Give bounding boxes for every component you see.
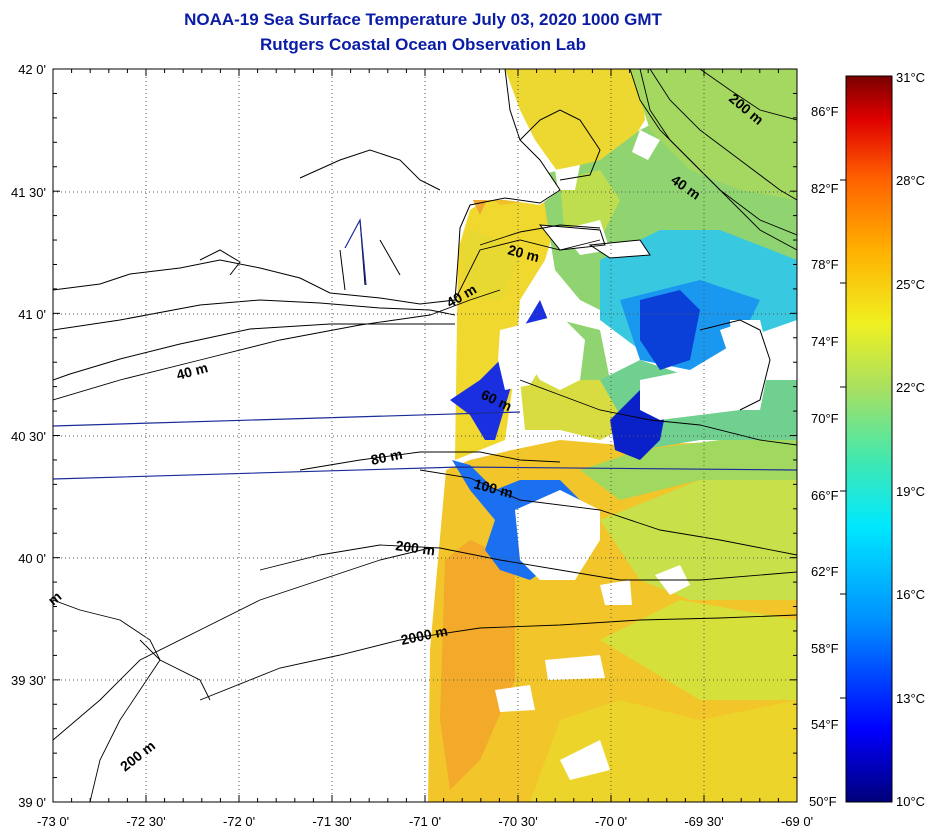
celsius-label: 31°C <box>896 70 925 85</box>
lon-label: -71 0' <box>409 814 441 829</box>
lon-label: -73 0' <box>37 814 69 829</box>
lon-label: -71 30' <box>312 814 351 829</box>
fahrenheit-label: 58°F <box>811 641 839 656</box>
sst-field <box>53 69 797 802</box>
fahrenheit-label: 50°F <box>809 794 837 809</box>
fahrenheit-label: 78°F <box>811 257 839 272</box>
map-frame <box>52 68 798 803</box>
lat-label: 40 0' <box>18 551 46 566</box>
celsius-label: 13°C <box>896 691 925 706</box>
fahrenheit-label: 54°F <box>811 717 839 732</box>
fahrenheit-label: 66°F <box>811 488 839 503</box>
isobath-label: 200 m <box>117 737 158 774</box>
fahrenheit-label: 74°F <box>811 334 839 349</box>
lat-label: 39 0' <box>18 795 46 810</box>
fahrenheit-label: 70°F <box>811 411 839 426</box>
lon-label: -72 30' <box>126 814 165 829</box>
lon-label: -69 0' <box>781 814 813 829</box>
latitude-labels: 42 0' 41 30' 41 0' 40 30' 40 0' 39 30' 3… <box>11 62 46 810</box>
lon-label: -70 0' <box>595 814 627 829</box>
celsius-label: 19°C <box>896 484 925 499</box>
isobath-label: 200 m <box>395 537 437 558</box>
map-subtitle: Rutgers Coastal Ocean Observation Lab <box>260 35 586 54</box>
lon-label: -70 30' <box>498 814 537 829</box>
lon-label: -72 0' <box>223 814 255 829</box>
isobath-label: 20 m <box>506 241 541 265</box>
colorbar-gradient <box>845 75 893 803</box>
celsius-label: 22°C <box>896 380 925 395</box>
ground-track <box>53 217 797 480</box>
celsius-label: 10°C <box>896 794 925 809</box>
lon-label: -69 30' <box>684 814 723 829</box>
map-title: NOAA-19 Sea Surface Temperature July 03,… <box>184 10 662 29</box>
isobath-contours <box>53 69 797 802</box>
celsius-label: 25°C <box>896 277 925 292</box>
colorbar-ticks <box>840 179 846 699</box>
celsius-label: 28°C <box>896 173 925 188</box>
longitude-labels: -73 0' -72 30' -72 0' -71 30' -71 0' -70… <box>37 814 813 829</box>
lat-label: 41 0' <box>18 307 46 322</box>
fahrenheit-label: 82°F <box>811 181 839 196</box>
isobath-label: 80 m <box>369 446 404 468</box>
colorbar: 31°C 28°C 25°C 22°C 19°C 16°C 13°C 10°C <box>840 70 925 809</box>
isobath-label: 40 m <box>175 359 210 383</box>
lat-label: 41 30' <box>11 185 46 200</box>
graticule <box>53 69 797 802</box>
celsius-label: 16°C <box>896 587 925 602</box>
fahrenheit-label: 62°F <box>811 564 839 579</box>
lat-label: 39 30' <box>11 673 46 688</box>
isobath-label: m <box>45 588 65 608</box>
fahrenheit-scale: 86°F 82°F 78°F 74°F 70°F 66°F 62°F 58°F … <box>809 104 839 809</box>
lat-label: 40 30' <box>11 429 46 444</box>
fahrenheit-label: 86°F <box>811 104 839 119</box>
lat-label: 42 0' <box>18 62 46 77</box>
